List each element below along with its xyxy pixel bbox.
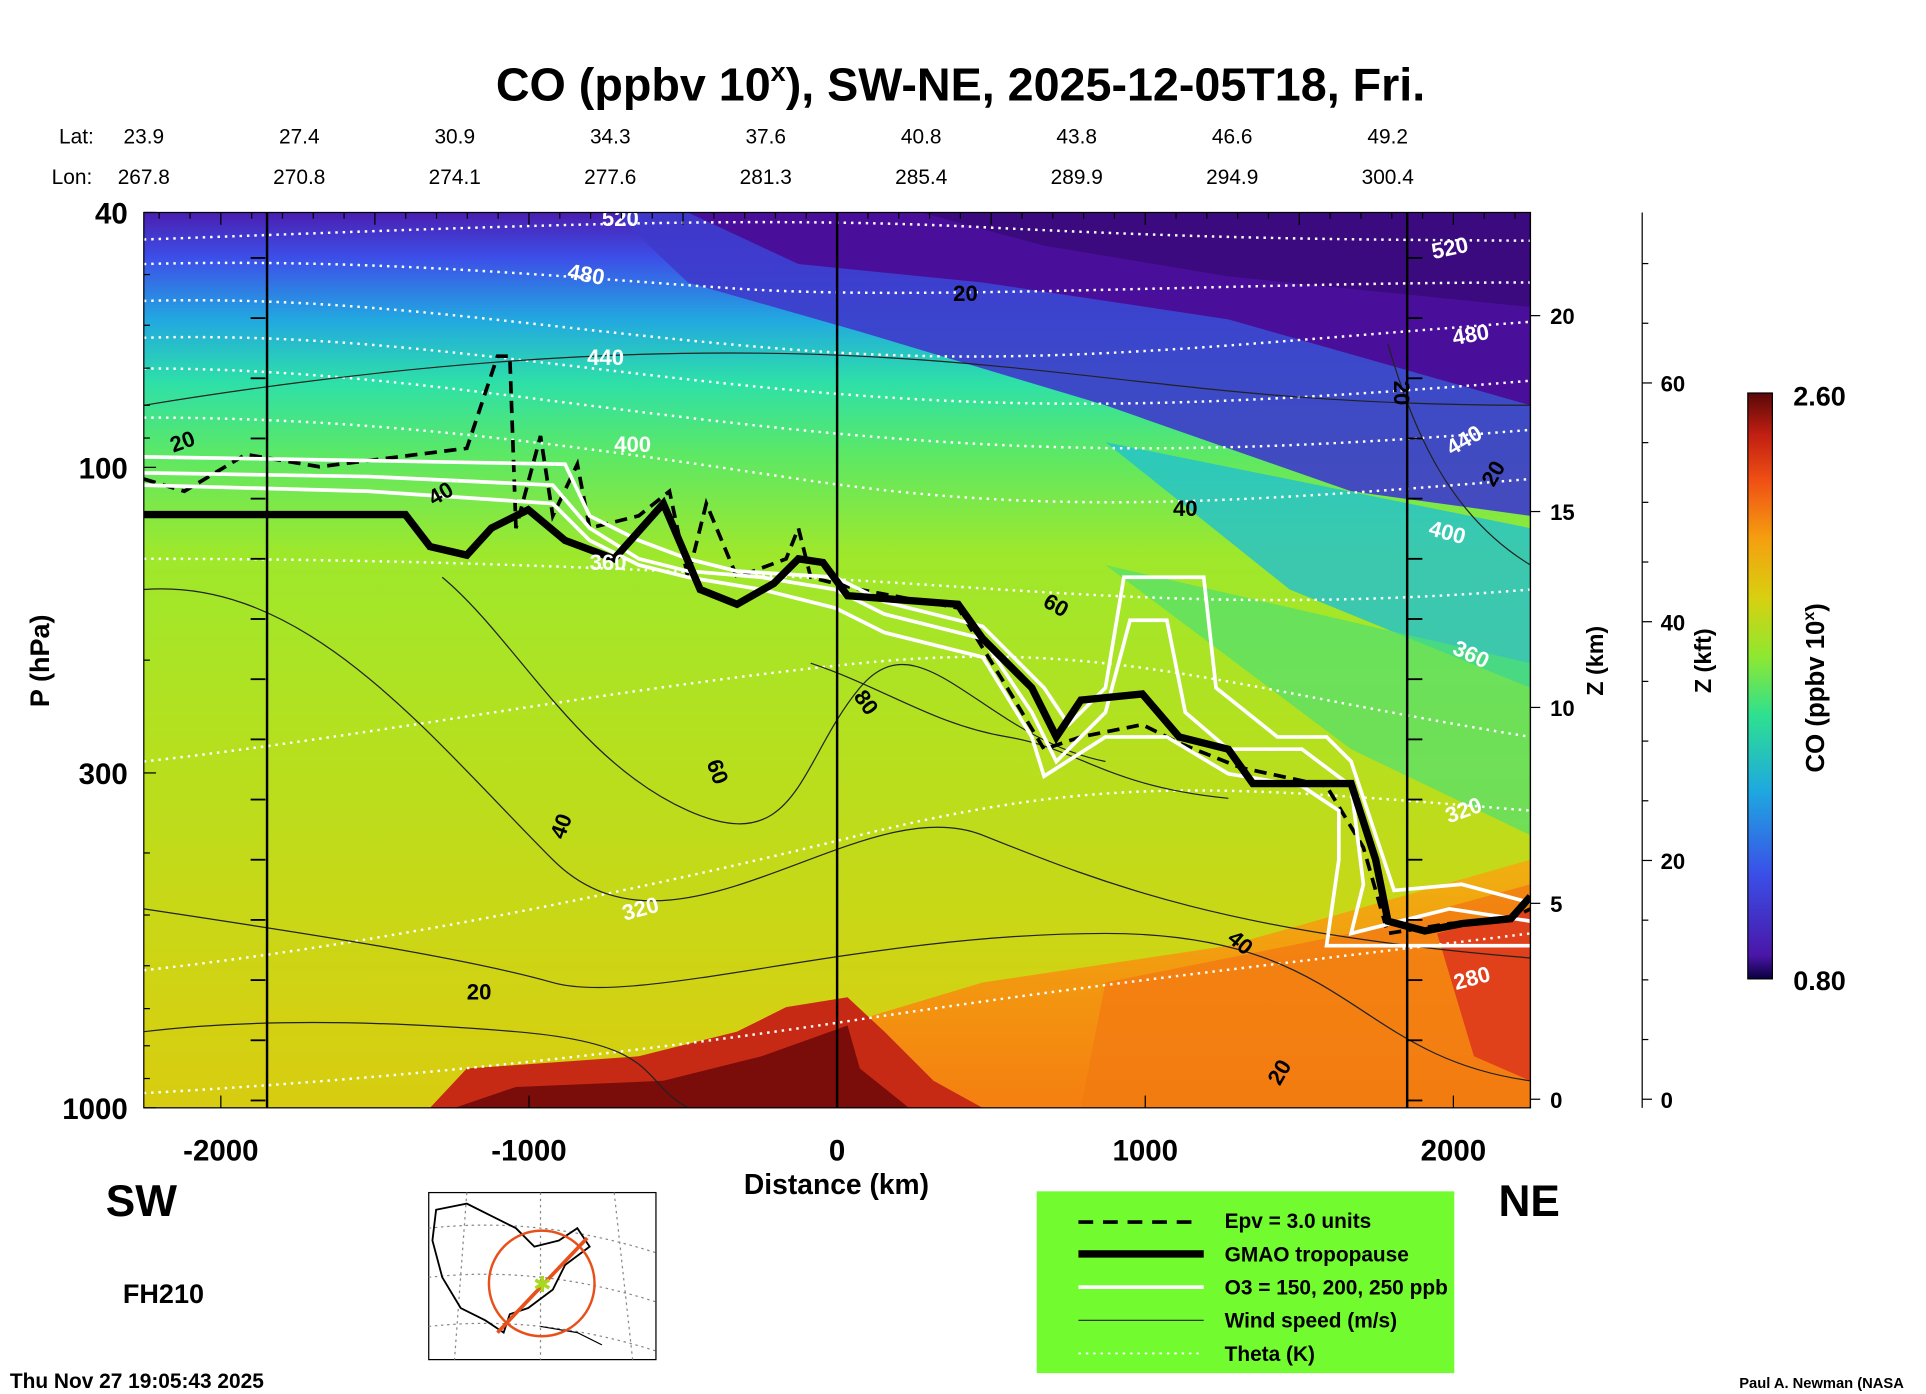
z-kft-label: Z (kft): [1690, 628, 1716, 693]
z-km-tick-label: 20: [1550, 304, 1575, 329]
lon-value: 277.6: [584, 166, 636, 189]
lon-label: Lon:: [52, 166, 93, 189]
lon-value: 294.9: [1206, 166, 1258, 189]
z-kft-tick-label: 0: [1661, 1088, 1673, 1113]
svg-text:400: 400: [614, 432, 651, 457]
svg-text:440: 440: [587, 345, 624, 370]
contours: [143, 220, 1531, 1108]
lat-value: 27.4: [279, 126, 320, 149]
x-tick-label: 2000: [1421, 1135, 1487, 1168]
svg-text:✱: ✱: [533, 1272, 552, 1297]
legend-epv: Epv = 3.0 units: [1225, 1210, 1372, 1233]
lat-value: 34.3: [590, 126, 631, 149]
z-km-tick-label: 10: [1550, 696, 1575, 721]
legend-tropopause: GMAO tropopause: [1225, 1243, 1409, 1266]
colorbar-label: CO (ppbv 10x): [1801, 603, 1830, 772]
z-km-label: Z (km): [1582, 626, 1608, 696]
location-markers: [250, 212, 1423, 1108]
colorbar-min: 0.80: [1793, 966, 1846, 996]
colorbar-max: 2.60: [1793, 381, 1846, 411]
z-kft-tick-label: 60: [1661, 372, 1686, 397]
z-kft-axis: 60 40 20 0: [1641, 212, 1686, 1113]
wind-contours: [143, 343, 1531, 1108]
lat-value: 37.6: [745, 126, 786, 149]
credit: Paul A. Newman (NASA: [1739, 1376, 1904, 1392]
lat-value: 49.2: [1367, 126, 1408, 149]
x-axis-label: Distance (km): [744, 1168, 929, 1200]
svg-text:20: 20: [467, 980, 492, 1005]
svg-text:40: 40: [1173, 496, 1198, 521]
x-tick-label: 1000: [1112, 1135, 1178, 1168]
y-tick-label: 100: [79, 452, 128, 485]
lat-label: Lat:: [59, 126, 94, 149]
svg-text:480: 480: [566, 259, 607, 290]
x-axis: -2000 -1000 0 1000 2000: [158, 212, 1516, 1168]
x-tick-label: -1000: [491, 1135, 566, 1168]
chart-title: CO (ppbv 10x), SW-NE, 2025-12-05T18, Fri…: [496, 57, 1425, 111]
ne-label: NE: [1498, 1177, 1559, 1226]
location-minimap: ✱: [428, 1191, 657, 1361]
lat-value: 43.8: [1056, 126, 1097, 149]
lon-value: 270.8: [273, 166, 325, 189]
y-tick-label: 40: [95, 198, 128, 231]
z-km-tick-label: 15: [1550, 500, 1575, 525]
z-km-axis: 20 15 10 5 0: [1529, 212, 1575, 1113]
lat-value: 40.8: [901, 126, 942, 149]
lon-value: 274.1: [429, 166, 481, 189]
z-kft-tick-label: 40: [1661, 610, 1686, 635]
legend-theta: Theta (K): [1225, 1343, 1315, 1366]
timestamp: Thu Nov 27 19:05:43 2025: [10, 1370, 264, 1393]
lat-value: 23.9: [123, 126, 164, 149]
svg-text:20: 20: [1389, 381, 1414, 406]
y-axis-label: P (hPa): [25, 614, 55, 707]
sw-label: SW: [106, 1177, 177, 1226]
lon-value: 267.8: [118, 166, 170, 189]
x-tick-label: -2000: [183, 1135, 258, 1168]
tropopause-line: [143, 496, 1531, 935]
legend: Epv = 3.0 units GMAO tropopause O3 = 150…: [1036, 1191, 1455, 1374]
legend-o3: O3 = 150, 200, 250 ppb: [1225, 1277, 1448, 1300]
svg-text:20: 20: [953, 281, 978, 306]
y-tick-label: 1000: [62, 1093, 128, 1126]
x-tick-label: 0: [829, 1135, 845, 1168]
colorbar: 2.60 0.80 CO (ppbv 10x): [1747, 381, 1846, 996]
legend-wind: Wind speed (m/s): [1225, 1310, 1398, 1333]
lon-value: 281.3: [740, 166, 792, 189]
lat-value: 46.6: [1212, 126, 1253, 149]
svg-text:360: 360: [590, 550, 627, 575]
lon-value: 285.4: [895, 166, 947, 189]
lon-value: 300.4: [1362, 166, 1414, 189]
lat-value: 30.9: [434, 126, 475, 149]
z-kft-tick-label: 20: [1661, 849, 1686, 874]
svg-text:520: 520: [602, 206, 639, 231]
theta-contours: [143, 220, 1531, 1095]
forecast-hour: FH210: [123, 1279, 204, 1309]
y-axis: 40 100 300 1000: [62, 198, 157, 1126]
lon-value: 289.9: [1051, 166, 1103, 189]
z-km-tick-label: 0: [1550, 1088, 1562, 1113]
epv-line: [143, 354, 1531, 936]
y-tick-label: 300: [79, 758, 128, 791]
z-km-tick-label: 5: [1550, 892, 1562, 917]
